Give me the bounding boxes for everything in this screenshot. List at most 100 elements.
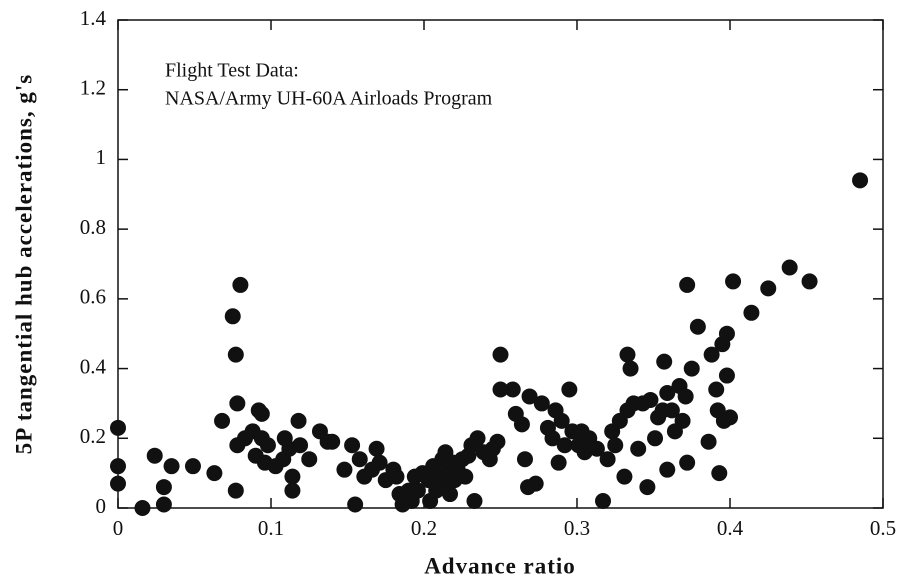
point <box>801 273 818 290</box>
point <box>224 308 241 325</box>
point <box>550 454 567 471</box>
point <box>639 479 656 496</box>
point <box>371 454 388 471</box>
y-axis-label: 5P tangential hub accelerations, g's <box>11 74 36 454</box>
point <box>155 496 172 513</box>
point <box>553 412 570 429</box>
point <box>232 276 249 293</box>
point <box>674 412 691 429</box>
point <box>229 395 246 412</box>
point <box>607 437 624 454</box>
y-tick-label: 0.4 <box>80 354 107 378</box>
point <box>852 172 869 189</box>
x-tick-label: 0.3 <box>564 516 590 540</box>
point <box>679 454 696 471</box>
point <box>679 276 696 293</box>
point <box>718 325 735 342</box>
x-tick-label: 0.1 <box>258 516 284 540</box>
y-tick-label: 1.4 <box>80 6 107 30</box>
point <box>711 465 728 482</box>
y-tick-label: 0.2 <box>80 424 106 448</box>
point <box>214 412 231 429</box>
point <box>722 409 738 426</box>
x-tick-label: 0.4 <box>717 516 744 540</box>
point <box>409 482 426 499</box>
point <box>110 475 126 492</box>
point <box>700 433 717 450</box>
point <box>781 259 798 276</box>
point <box>544 430 561 447</box>
point <box>259 437 276 454</box>
point <box>301 451 318 468</box>
point <box>663 402 680 419</box>
y-tick-label: 0 <box>96 494 107 518</box>
point <box>689 318 706 335</box>
point <box>284 482 301 499</box>
point <box>561 381 578 398</box>
point <box>155 479 172 496</box>
point <box>110 419 126 436</box>
point <box>677 388 694 405</box>
y-tick-label: 0.6 <box>80 285 106 309</box>
point <box>703 346 720 363</box>
point <box>466 493 483 510</box>
point <box>576 444 593 461</box>
point <box>347 496 364 513</box>
point <box>368 440 385 457</box>
point <box>513 416 530 433</box>
point <box>489 433 506 450</box>
x-tick-label: 0.5 <box>870 516 896 540</box>
point <box>492 381 509 398</box>
point <box>656 353 673 370</box>
point <box>516 451 533 468</box>
point <box>227 346 244 363</box>
point <box>457 468 474 485</box>
point <box>290 412 307 429</box>
y-tick-label: 0.8 <box>80 215 106 239</box>
point <box>647 430 664 447</box>
point <box>718 367 735 384</box>
point <box>206 465 223 482</box>
point <box>725 273 742 290</box>
point <box>292 437 309 454</box>
point <box>284 468 301 485</box>
point <box>184 458 201 475</box>
y-tick-label: 1 <box>96 145 107 169</box>
y-tick-label: 1.2 <box>80 76 106 100</box>
point <box>556 437 573 454</box>
point <box>163 458 180 475</box>
point <box>504 381 521 398</box>
point <box>599 451 616 468</box>
point <box>110 458 126 475</box>
x-tick-label: 0.2 <box>411 516 437 540</box>
point <box>146 447 163 464</box>
point <box>622 360 639 377</box>
point <box>619 346 636 363</box>
point <box>442 486 459 503</box>
point <box>683 360 700 377</box>
point <box>521 388 538 405</box>
plot-frame <box>117 19 884 509</box>
point <box>253 405 270 422</box>
point <box>344 437 361 454</box>
point <box>659 461 676 478</box>
point <box>134 500 151 516</box>
x-axis-label: Advance ratio <box>424 553 576 578</box>
point <box>388 468 405 485</box>
point <box>324 433 341 450</box>
point <box>227 482 244 499</box>
point <box>616 468 633 485</box>
point <box>336 461 353 478</box>
point <box>533 395 550 412</box>
point <box>469 430 486 447</box>
point <box>588 440 605 457</box>
point <box>527 475 544 492</box>
annotation: Flight Test Data: <box>165 60 299 82</box>
point <box>743 304 760 321</box>
point <box>760 280 777 297</box>
point <box>659 384 676 401</box>
point <box>595 493 612 510</box>
point <box>630 440 647 457</box>
x-tick-label: 0 <box>113 516 124 540</box>
